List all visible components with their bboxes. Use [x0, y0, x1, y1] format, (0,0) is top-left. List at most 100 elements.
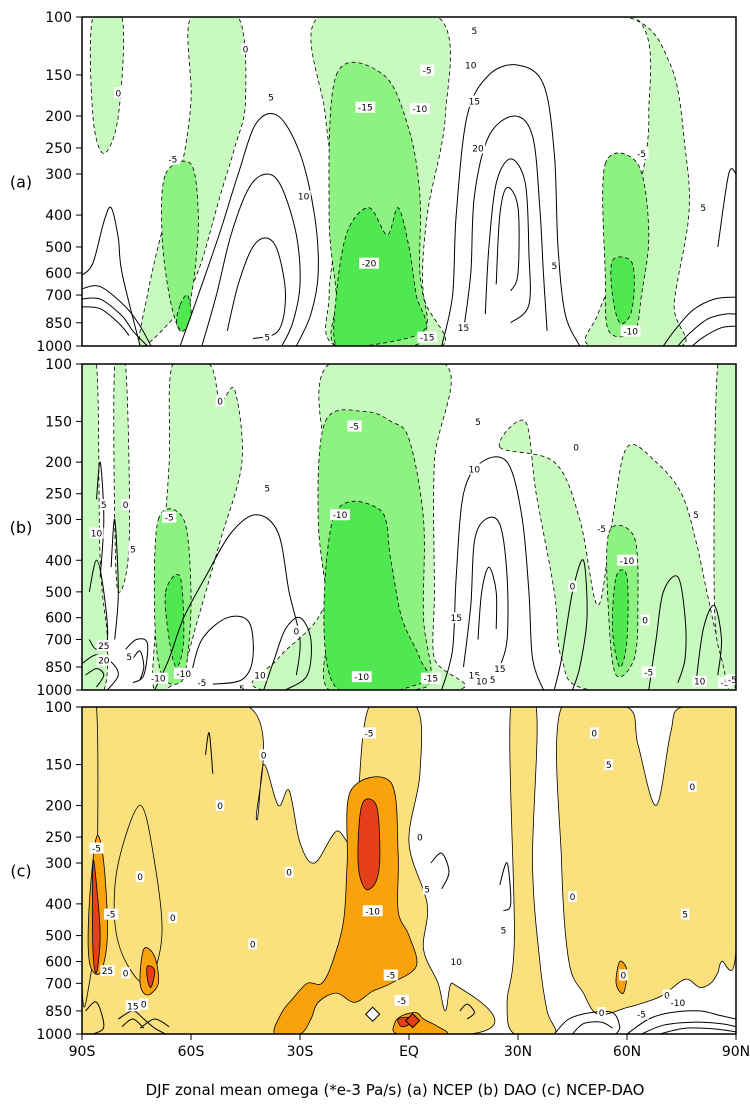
contour-label-bg	[604, 759, 614, 771]
y-tick-label: 150	[45, 414, 72, 430]
contour-label-bg	[135, 871, 145, 883]
contour-label-bg	[420, 64, 435, 76]
y-tick-label: 200	[45, 109, 72, 125]
y-tick-label: 100	[45, 700, 72, 716]
contour-label: 10	[476, 678, 488, 688]
contour-label: -15	[420, 334, 435, 344]
contour-label: 0	[620, 971, 626, 981]
contour-label-bg	[688, 780, 697, 792]
contour-label-bg	[571, 441, 581, 453]
contour-label-bg	[634, 148, 649, 160]
y-tick-label: 300	[45, 513, 72, 529]
contour-label: 5	[472, 27, 478, 37]
contour-label: 15	[469, 97, 480, 107]
contour-label: 0	[642, 617, 648, 627]
y-tick-label: 600	[45, 266, 72, 282]
contour-label: 0	[690, 783, 696, 793]
filled-region-neg_light	[713, 364, 736, 690]
panel-label: (b)	[10, 518, 33, 537]
contour-label: 0	[573, 444, 579, 454]
contour-label: -5	[597, 525, 606, 535]
contour-line	[626, 1010, 736, 1034]
contour-label: 0	[261, 751, 267, 761]
contour-label: 5	[268, 93, 274, 103]
contour-label-bg	[499, 924, 508, 936]
y-tick-label: 150	[45, 758, 72, 774]
contour-label-bg	[89, 842, 104, 854]
contour-label: 10	[451, 958, 463, 968]
contour-line	[717, 168, 736, 248]
x-tick-label: 60S	[178, 1044, 205, 1060]
y-axis: 100 150 200 250 300 400 500 600 700 850 1000	[36, 10, 82, 355]
contour-label-bg	[590, 727, 599, 739]
y-tick-label: 400	[45, 208, 72, 224]
contour-line	[121, 1018, 145, 1029]
contour-label: 5	[606, 761, 612, 771]
contour-line	[641, 1021, 736, 1034]
contour-line	[430, 852, 450, 890]
contour-label-bg	[692, 675, 707, 687]
x-tick-label: 30N	[504, 1044, 532, 1060]
contour-label: 5	[126, 653, 132, 663]
contour-label: -20	[362, 260, 377, 270]
contour-line	[132, 650, 145, 680]
contour-label: 5	[264, 334, 270, 344]
x-tick-label: 90S	[69, 1044, 96, 1060]
contour-line	[82, 297, 148, 346]
contour-label: -10	[671, 999, 686, 1009]
contour-label-bg	[96, 639, 111, 651]
contour-label-bg	[597, 1007, 606, 1019]
contour-line	[677, 313, 736, 346]
contour-label-bg	[640, 614, 650, 626]
contour-label-bg	[103, 908, 119, 920]
contour-label-bg	[568, 580, 577, 592]
contour-label: -5	[423, 67, 432, 77]
contour-label: 0	[137, 873, 143, 883]
y-tick-label: 300	[45, 167, 72, 183]
contour-label-bg	[467, 463, 482, 475]
contour-label: 10	[91, 530, 103, 540]
contour-label: -15	[423, 675, 438, 685]
contour-label: 0	[250, 940, 256, 950]
contour-label-bg	[463, 59, 478, 71]
contour-label-bg	[263, 331, 272, 343]
contour-line	[477, 566, 498, 640]
contour-label-bg	[383, 969, 398, 981]
contour-label-bg	[415, 831, 425, 843]
contour-label-bg	[449, 955, 464, 967]
contour-line	[110, 518, 119, 640]
contour-label: 0	[599, 1009, 605, 1019]
contour-label: 0	[286, 869, 292, 879]
y-tick-label: 700	[45, 288, 72, 304]
contour-label-bg	[422, 883, 432, 895]
contour-line	[463, 115, 548, 331]
contour-label: 15	[469, 672, 480, 682]
contour-line	[118, 1010, 166, 1034]
filled-region-neg_light	[82, 364, 109, 690]
contour-label: 10	[694, 678, 706, 688]
contour-label: -5	[92, 845, 101, 855]
contour-label: 0	[664, 992, 670, 1002]
y-tick-label: 250	[45, 141, 72, 157]
contour-line	[82, 306, 130, 336]
y-tick-label: 150	[45, 68, 72, 84]
contour-line	[88, 559, 109, 650]
filled-region-neg_deep	[610, 256, 635, 325]
contour-label: 10	[254, 672, 266, 682]
contour-label-bg	[125, 1000, 140, 1012]
contour-line	[484, 158, 531, 324]
contour-label-bg	[100, 965, 115, 977]
contour-line	[662, 296, 736, 346]
contour-label-bg	[121, 967, 130, 979]
contour-label-bg	[467, 669, 482, 681]
filled-region-pos_deep	[357, 798, 381, 891]
contour-label-bg	[252, 669, 268, 681]
contour-label-bg	[296, 190, 311, 202]
contour-label-bg	[89, 527, 104, 539]
contour-label: 15	[494, 665, 505, 675]
contour-line	[82, 285, 152, 346]
figure-caption: DJF zonal mean omega (*e-3 Pa/s) (a) NCE…	[146, 1081, 645, 1099]
contour-label: 20	[472, 144, 484, 154]
contour-line	[201, 173, 301, 346]
